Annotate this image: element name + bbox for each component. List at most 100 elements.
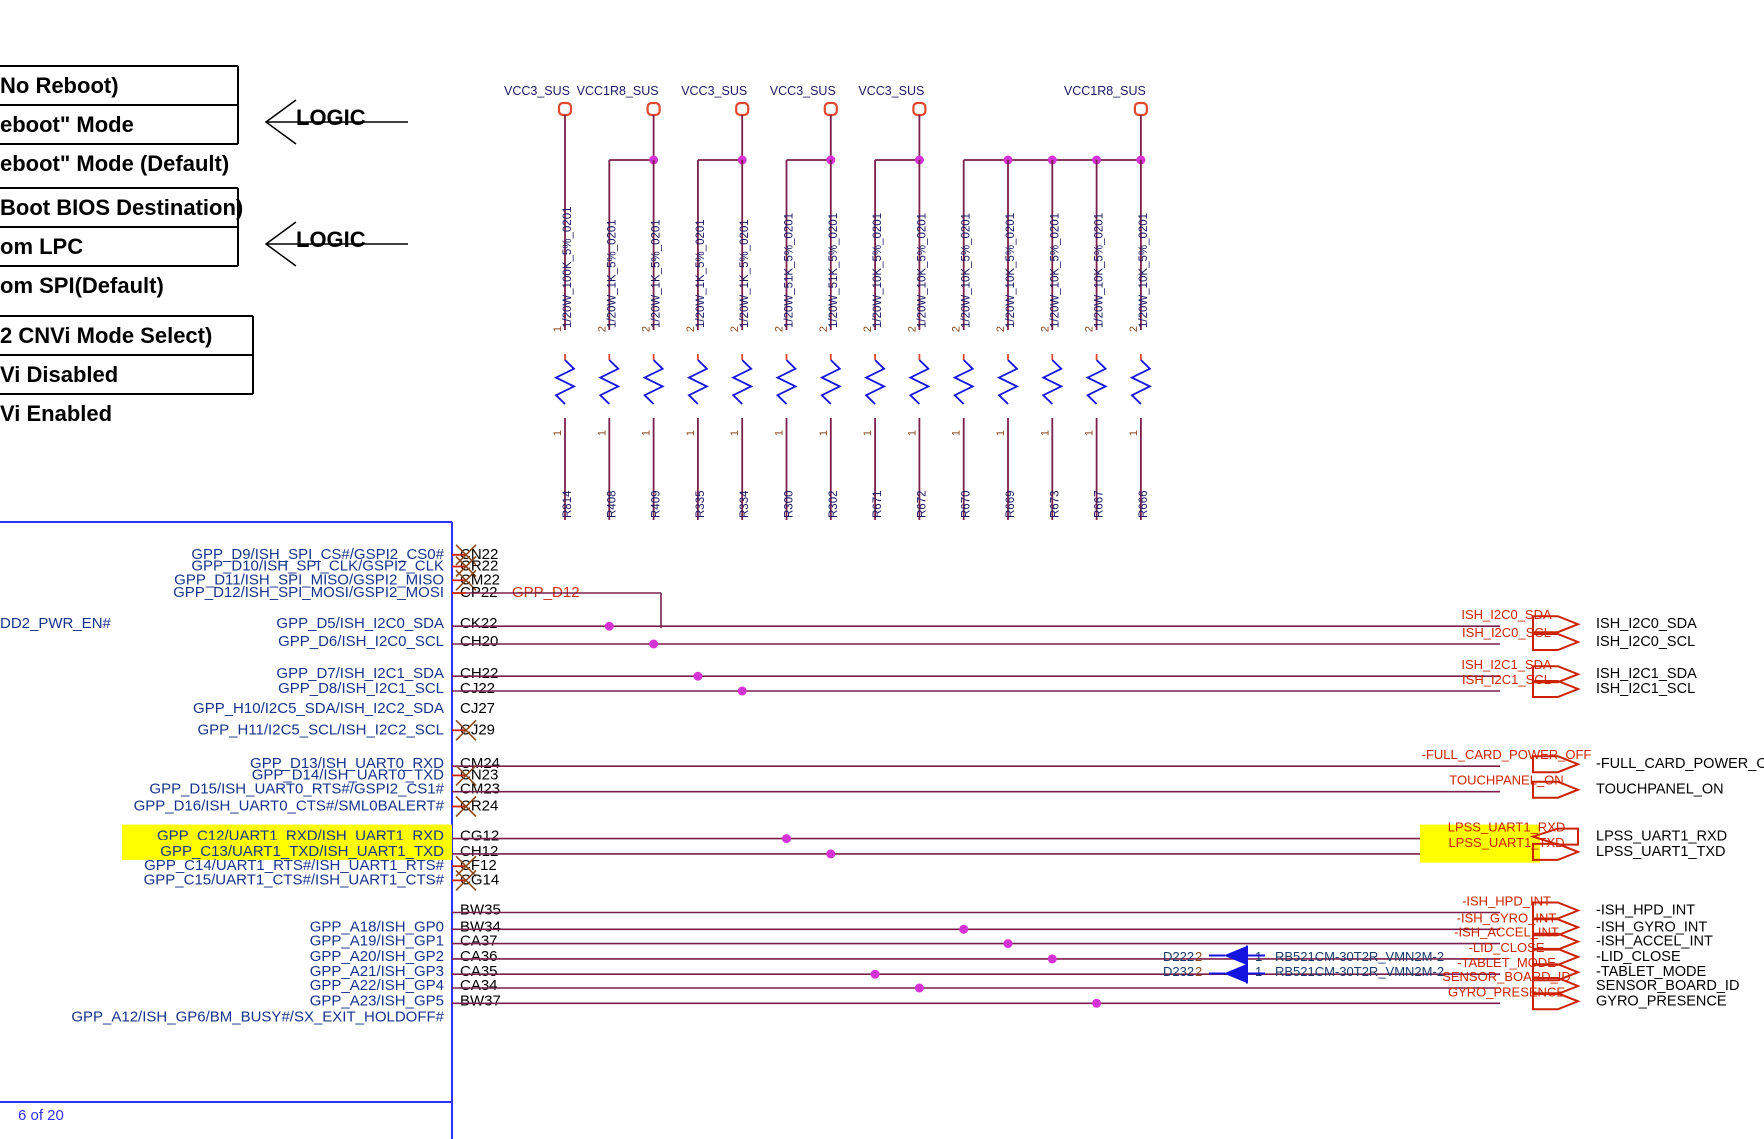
svg-text:R335: R335 (695, 491, 707, 519)
svg-text:1/20W_10K_5%_0201: 1/20W_10K_5%_0201 (1138, 213, 1150, 328)
svg-text:GPP_D12/ISH_SPI_MOSI/GSPI2_MOS: GPP_D12/ISH_SPI_MOSI/GSPI2_MOSI (173, 584, 444, 601)
svg-text:1/20W_10K_5%_0201: 1/20W_10K_5%_0201 (916, 213, 928, 328)
svg-text:GYRO_PRESENCE: GYRO_PRESENCE (1596, 993, 1727, 1009)
svg-text:R667: R667 (1094, 491, 1106, 519)
svg-text:GPP_H11/I2C5_SCL/ISH_I2C2_SCL: GPP_H11/I2C5_SCL/ISH_I2C2_SCL (197, 721, 444, 738)
svg-text:ISH_I2C1_SDA: ISH_I2C1_SDA (1461, 657, 1552, 672)
svg-text:ISH_I2C1_SCL: ISH_I2C1_SCL (1462, 672, 1551, 687)
svg-text:R300: R300 (784, 491, 796, 519)
svg-text:VCC3_SUS: VCC3_SUS (858, 84, 924, 98)
svg-text:SENSOR_BOARD_ID: SENSOR_BOARD_ID (1442, 969, 1571, 984)
svg-text:ISH_I2C0_SDA: ISH_I2C0_SDA (1461, 607, 1552, 622)
svg-text:1: 1 (641, 430, 653, 436)
svg-text:VCC3_SUS: VCC3_SUS (770, 84, 836, 98)
svg-text:CJ22: CJ22 (460, 680, 495, 697)
svg-text:2: 2 (1195, 964, 1202, 979)
svg-text:-LID_CLOSE: -LID_CLOSE (1596, 949, 1681, 965)
svg-text:R409: R409 (651, 491, 663, 519)
svg-text:1/20W_1K_5%_0201: 1/20W_1K_5%_0201 (606, 219, 618, 328)
svg-text:GPP_A23/ISH_GP5: GPP_A23/ISH_GP5 (310, 992, 444, 1009)
svg-text:CH20: CH20 (460, 633, 498, 650)
svg-text:D222: D222 (1163, 949, 1194, 964)
svg-text:VCC1R8_SUS: VCC1R8_SUS (577, 84, 659, 98)
svg-text:1: 1 (1084, 430, 1096, 436)
svg-text:2: 2 (1084, 326, 1096, 332)
svg-text:1: 1 (862, 430, 874, 436)
svg-text:ISH_I2C1_SCL: ISH_I2C1_SCL (1596, 681, 1695, 697)
svg-text:R670: R670 (961, 491, 973, 519)
svg-text:2: 2 (596, 326, 608, 332)
svg-text:2: 2 (729, 326, 741, 332)
svg-text:1/20W_10K_5%_0201: 1/20W_10K_5%_0201 (872, 213, 884, 328)
svg-text:1: 1 (729, 430, 741, 436)
svg-text:RB521CM-30T2R_VMN2M-2: RB521CM-30T2R_VMN2M-2 (1275, 949, 1444, 964)
svg-text:R302: R302 (828, 491, 840, 519)
svg-text:R669: R669 (1005, 491, 1017, 519)
svg-text:ISH_I2C0_SCL: ISH_I2C0_SCL (1596, 634, 1695, 650)
svg-text:GPP_D6/ISH_I2C0_SCL: GPP_D6/ISH_I2C0_SCL (278, 633, 444, 650)
svg-text:BW35: BW35 (460, 902, 501, 919)
svg-text:1: 1 (685, 430, 697, 436)
svg-text:1: 1 (906, 430, 918, 436)
svg-text:1: 1 (818, 430, 830, 436)
svg-text:D232: D232 (1163, 964, 1194, 979)
svg-text:2: 2 (818, 326, 830, 332)
svg-text:1/20W_10K_5%_0201: 1/20W_10K_5%_0201 (1005, 213, 1017, 328)
svg-text:1: 1 (774, 430, 786, 436)
svg-text:CK22: CK22 (460, 615, 498, 632)
svg-text:TOUCHPANEL_ON: TOUCHPANEL_ON (1596, 782, 1724, 798)
svg-text:2: 2 (1195, 949, 1202, 964)
svg-text:RB521CM-30T2R_VMN2M-2: RB521CM-30T2R_VMN2M-2 (1275, 964, 1444, 979)
svg-text:2: 2 (1128, 326, 1140, 332)
svg-text:LPSS_UART1_TXD: LPSS_UART1_TXD (1448, 835, 1564, 850)
svg-text:1/20W_10K_5%_0201: 1/20W_10K_5%_0201 (1049, 213, 1061, 328)
svg-text:-ISH_ACCEL_INT: -ISH_ACCEL_INT (1596, 934, 1713, 950)
svg-text:2: 2 (1039, 326, 1051, 332)
svg-text:-ISH_HPD_INT: -ISH_HPD_INT (1596, 903, 1695, 919)
svg-text:VCC1R8_SUS: VCC1R8_SUS (1064, 84, 1146, 98)
svg-text:R671: R671 (872, 491, 884, 519)
svg-text:-TABLET_MODE: -TABLET_MODE (1457, 955, 1556, 970)
svg-text:2: 2 (641, 326, 653, 332)
svg-text:R673: R673 (1049, 491, 1061, 519)
svg-text:GPP_D5/ISH_I2C0_SDA: GPP_D5/ISH_I2C0_SDA (276, 615, 444, 632)
svg-text:1/20W_1K_5%_0201: 1/20W_1K_5%_0201 (651, 219, 663, 328)
svg-text:2: 2 (906, 326, 918, 332)
svg-text:GPP_A12/ISH_GP6/BM_BUSY#/SX_EX: GPP_A12/ISH_GP6/BM_BUSY#/SX_EXIT_HOLDOFF… (71, 1008, 444, 1025)
svg-text:1/20W_1K_5%_0201: 1/20W_1K_5%_0201 (739, 219, 751, 328)
svg-text:R814: R814 (562, 490, 574, 518)
svg-text:-ISH_GYRO_INT: -ISH_GYRO_INT (1457, 910, 1557, 925)
svg-text:SENSOR_BOARD_ID: SENSOR_BOARD_ID (1596, 978, 1739, 994)
svg-text:1: 1 (1255, 964, 1262, 979)
svg-text:1/20W_10K_5%_0201: 1/20W_10K_5%_0201 (961, 213, 973, 328)
svg-text:R672: R672 (916, 491, 928, 519)
svg-text:ISH_I2C1_SDA: ISH_I2C1_SDA (1596, 666, 1697, 682)
svg-text:1: 1 (951, 430, 963, 436)
svg-text:1: 1 (995, 430, 1007, 436)
svg-text:VCC3_SUS: VCC3_SUS (681, 84, 747, 98)
svg-text:-ISH_ACCEL_INT: -ISH_ACCEL_INT (1454, 925, 1559, 940)
svg-text:1/20W_51K_5%_0201: 1/20W_51K_5%_0201 (784, 213, 796, 328)
svg-text:1: 1 (552, 326, 564, 332)
svg-text:1: 1 (1128, 430, 1140, 436)
svg-text:GYRO_PRESENCE: GYRO_PRESENCE (1448, 984, 1565, 999)
svg-text:GPP_C15/UART1_CTS#/ISH_UART1_C: GPP_C15/UART1_CTS#/ISH_UART1_CTS# (144, 871, 445, 888)
svg-text:1: 1 (1039, 430, 1051, 436)
svg-text:2: 2 (774, 326, 786, 332)
svg-text:2: 2 (685, 326, 697, 332)
svg-text:-FULL_CARD_POWER_OFF: -FULL_CARD_POWER_OFF (1596, 756, 1764, 772)
svg-text:GPP_H10/I2C5_SDA/ISH_I2C2_SDA: GPP_H10/I2C5_SDA/ISH_I2C2_SDA (193, 700, 444, 717)
svg-text:2: 2 (951, 326, 963, 332)
svg-text:1/20W_1K_5%_0201: 1/20W_1K_5%_0201 (695, 219, 707, 328)
svg-text:-ISH_HPD_INT: -ISH_HPD_INT (1462, 894, 1551, 909)
svg-text:CJ27: CJ27 (460, 700, 495, 717)
svg-text:1/20W_51K_5%_0201: 1/20W_51K_5%_0201 (828, 213, 840, 328)
svg-text:1: 1 (596, 430, 608, 436)
svg-text:1/20W_100K_5%_0201: 1/20W_100K_5%_0201 (562, 207, 574, 329)
svg-text:LPSS_UART1_TXD: LPSS_UART1_TXD (1596, 844, 1725, 860)
svg-text:R334: R334 (739, 490, 751, 518)
svg-text:ISH_I2C0_SDA: ISH_I2C0_SDA (1596, 616, 1697, 632)
svg-text:1/20W_10K_5%_0201: 1/20W_10K_5%_0201 (1094, 213, 1106, 328)
svg-text:1: 1 (552, 430, 564, 436)
svg-text:CM23: CM23 (460, 781, 500, 798)
